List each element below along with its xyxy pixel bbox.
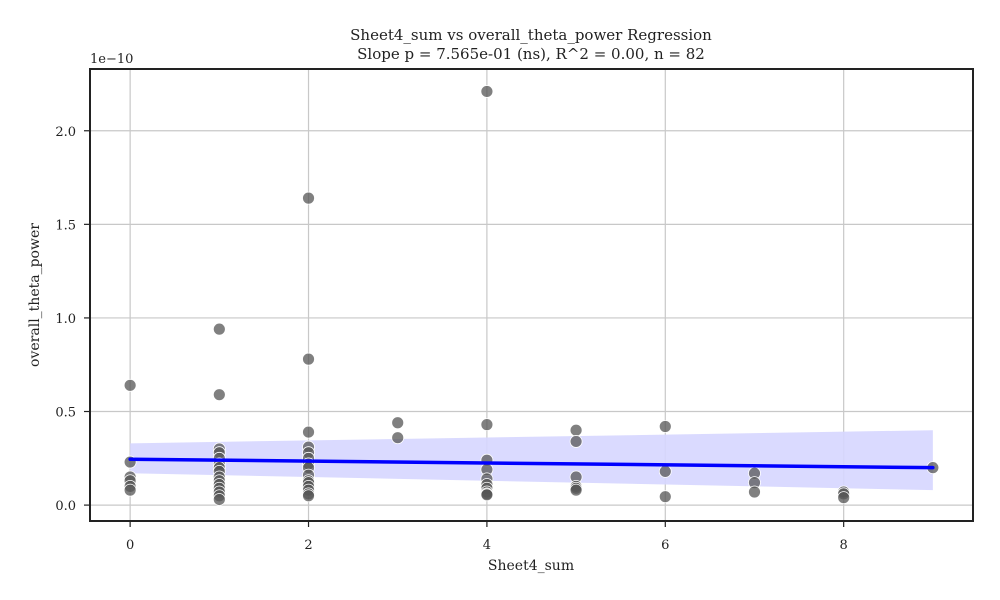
data-point — [302, 352, 315, 366]
x-tick-label: 8 — [840, 538, 848, 553]
data-point — [569, 423, 583, 437]
data-point — [837, 491, 851, 505]
grid-layer — [90, 69, 973, 521]
y-offset-label: 1e−10 — [90, 52, 133, 67]
x-tick-label: 2 — [304, 538, 312, 553]
y-tick-label: 1.5 — [55, 218, 76, 233]
plot-frame — [89, 68, 974, 522]
y-axis-label: overall_theta_power — [27, 223, 43, 367]
data-point — [302, 425, 315, 439]
data-point — [658, 465, 672, 478]
y-tick-label: 1.0 — [55, 312, 76, 327]
data-point — [302, 191, 315, 205]
chart-title: Sheet4_sum vs overall_theta_power Regres… — [350, 26, 712, 44]
points-layer — [123, 85, 940, 506]
regression-line-layer — [128, 457, 935, 470]
regression-line — [128, 457, 935, 470]
confidence-band-layer — [130, 430, 933, 491]
x-axis-label: Sheet4_sum — [488, 558, 574, 574]
y-tick-label: 0.5 — [55, 406, 76, 421]
data-point — [480, 85, 494, 98]
y-tick-label: 0.0 — [55, 499, 76, 514]
chart-subtitle: Slope p = 7.565e-01 (ns), R^2 = 0.00, n … — [357, 45, 705, 63]
x-tick-label: 6 — [661, 538, 669, 553]
data-point — [212, 322, 226, 336]
ticks-layer: 0 2 4 6 8 0.0 0.5 1.0 1.5 2.0 — [55, 125, 847, 553]
x-tick-label: 4 — [483, 538, 491, 553]
data-point — [480, 418, 494, 432]
data-point — [480, 488, 494, 502]
data-point — [391, 416, 405, 430]
data-point — [302, 489, 315, 503]
confidence-band — [130, 430, 933, 491]
data-point — [748, 485, 761, 499]
data-point — [391, 431, 405, 445]
data-point — [212, 388, 226, 402]
data-point — [123, 483, 137, 497]
data-point — [569, 435, 583, 448]
data-point — [569, 483, 583, 497]
data-point — [658, 490, 672, 504]
y-tick-label: 2.0 — [55, 125, 76, 140]
x-tick-label: 0 — [126, 538, 134, 553]
data-point — [212, 493, 226, 506]
data-point — [658, 420, 672, 433]
data-point — [123, 378, 137, 392]
